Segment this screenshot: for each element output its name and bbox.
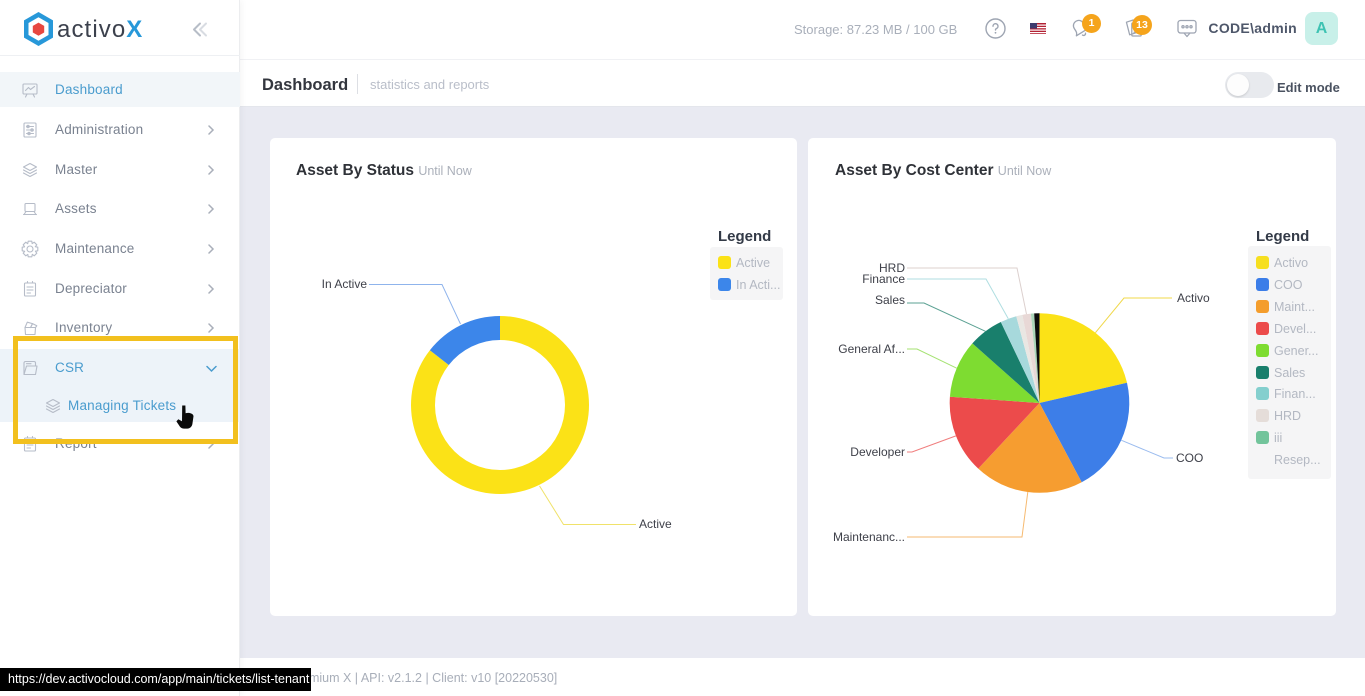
svg-text:HRD: HRD [879, 261, 905, 275]
svg-text:Sales: Sales [875, 293, 905, 307]
svg-text:Active: Active [639, 517, 672, 531]
svg-text:Activo: Activo [1177, 291, 1210, 305]
svg-text:General Af...: General Af... [838, 342, 905, 356]
svg-text:Maintenanc...: Maintenanc... [833, 530, 905, 544]
svg-text:Developer: Developer [850, 445, 905, 459]
svg-text:Finance: Finance [862, 272, 905, 286]
svg-text:In Active: In Active [322, 277, 368, 291]
svg-text:COO: COO [1176, 451, 1203, 465]
